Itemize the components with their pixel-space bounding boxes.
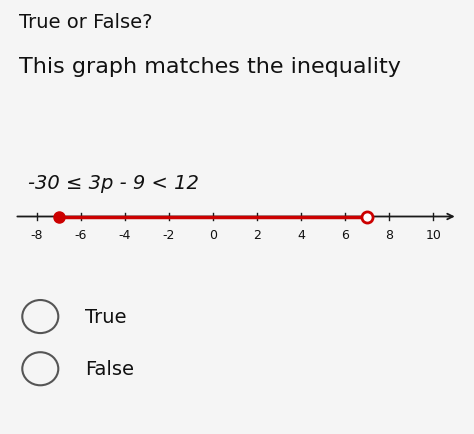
Text: 4: 4 — [297, 229, 305, 242]
Text: True: True — [85, 307, 127, 326]
Text: -6: -6 — [74, 229, 87, 242]
Text: -4: -4 — [118, 229, 131, 242]
Text: -2: -2 — [163, 229, 175, 242]
Text: This graph matches the inequality: This graph matches the inequality — [19, 56, 401, 76]
Text: 8: 8 — [385, 229, 393, 242]
Text: False: False — [85, 359, 134, 378]
Text: 2: 2 — [253, 229, 261, 242]
Text: 0: 0 — [209, 229, 217, 242]
Text: 6: 6 — [341, 229, 349, 242]
Text: 10: 10 — [425, 229, 441, 242]
Text: -30 ≤ 3p - 9 < 12: -30 ≤ 3p - 9 < 12 — [28, 174, 199, 193]
Text: -8: -8 — [30, 229, 43, 242]
Text: True or False?: True or False? — [19, 13, 153, 32]
